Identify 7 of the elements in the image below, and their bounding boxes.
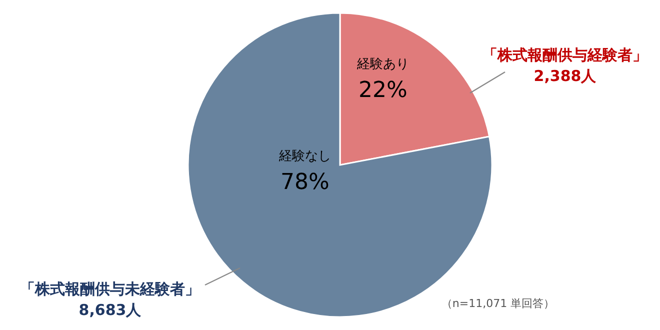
text: （n=11,071 単回答） xyxy=(441,297,555,310)
slice-label: 経験なし xyxy=(278,149,331,164)
data-label: 22% xyxy=(358,78,408,103)
data-label: 78% xyxy=(280,170,330,195)
text: 「株式報酬供与未経験者」 8,683人 xyxy=(20,280,200,319)
text: 「株式報酬供与経験者」 2,388人 xyxy=(482,46,648,85)
slice-label: 経験あり xyxy=(356,57,409,72)
